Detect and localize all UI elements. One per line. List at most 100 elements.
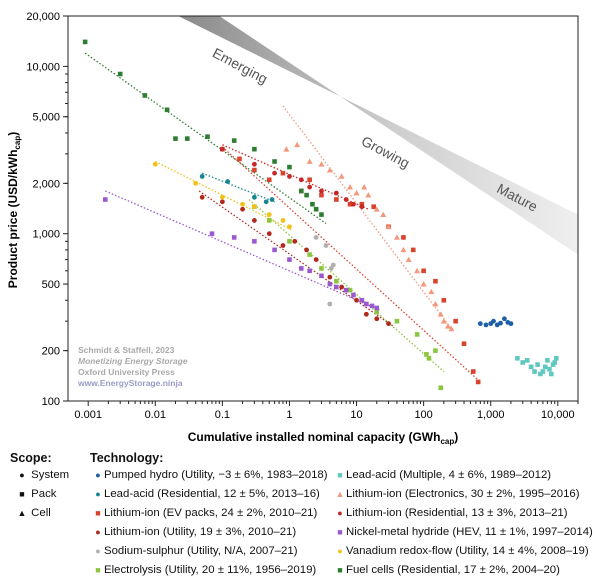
data-point bbox=[323, 243, 329, 248]
data-point bbox=[470, 369, 476, 374]
triangle-icon: ▲ bbox=[17, 508, 27, 518]
x-tick-label: 1 bbox=[286, 409, 292, 421]
legend-label: Lead-acid (Residential, 12 ± 5%, 2013–16… bbox=[104, 488, 320, 500]
data-point bbox=[365, 192, 372, 198]
data-point bbox=[326, 167, 333, 173]
data-point bbox=[347, 201, 353, 207]
maturity-band-shape bbox=[178, 16, 578, 255]
legend-item: ● Lead-acid (Residential, 12 ± 5%, 2013–1… bbox=[92, 488, 320, 500]
legend-item: ■ Lead-acid (Multiple, 4 ± 6%, 1989–2012) bbox=[334, 469, 551, 481]
x-tick-label: 0.1 bbox=[215, 409, 230, 421]
data-point bbox=[307, 268, 312, 274]
data-point bbox=[272, 247, 277, 253]
data-point bbox=[266, 212, 272, 218]
scope-item-pack: ■ Pack bbox=[16, 488, 56, 500]
data-point bbox=[380, 211, 387, 218]
legend-marker-icon: ■ bbox=[337, 527, 343, 537]
legend-marker-icon: ● bbox=[337, 546, 343, 556]
data-point bbox=[193, 180, 199, 186]
data-point bbox=[400, 246, 407, 253]
data-point bbox=[272, 170, 277, 176]
data-point bbox=[231, 235, 237, 240]
data-point bbox=[359, 204, 365, 210]
data-point bbox=[327, 281, 333, 287]
data-point bbox=[354, 297, 359, 303]
data-point bbox=[164, 107, 170, 113]
legend-label: Lithium-ion (Residential, 13 ± 3%, 2013–… bbox=[346, 507, 568, 519]
data-point bbox=[319, 192, 324, 198]
data-point bbox=[327, 274, 333, 280]
x-tick-label: 10,000 bbox=[541, 409, 575, 421]
data-point bbox=[307, 177, 312, 183]
data-point bbox=[287, 224, 292, 230]
data-point bbox=[310, 201, 315, 207]
legend-item: ■ Fuel cells (Residential, 17 ± 2%, 2004–… bbox=[334, 564, 560, 576]
data-point bbox=[252, 167, 257, 173]
data-point bbox=[448, 325, 455, 332]
legend-label: Lead-acid (Multiple, 4 ± 6%, 1989–2012) bbox=[346, 469, 552, 481]
data-point bbox=[313, 206, 319, 212]
trend-line bbox=[105, 190, 380, 311]
data-point bbox=[343, 197, 349, 202]
data-point bbox=[240, 206, 245, 212]
data-point bbox=[219, 199, 225, 205]
legend-item: ● Sodium-sulphur (Utility, N/A, 2007–21) bbox=[92, 545, 297, 557]
scope-label: Cell bbox=[31, 507, 51, 519]
data-point bbox=[82, 39, 88, 45]
data-point bbox=[437, 311, 444, 317]
legend-item: ● Vanadium redox-flow (Utility, 14 ± 4%, … bbox=[334, 545, 588, 557]
data-point bbox=[287, 173, 292, 179]
data-point bbox=[287, 239, 292, 244]
data-point bbox=[410, 247, 416, 253]
data-point bbox=[219, 194, 225, 200]
data-point bbox=[414, 267, 421, 274]
data-point bbox=[252, 146, 257, 152]
data-point bbox=[433, 278, 438, 284]
trend-line bbox=[198, 190, 394, 327]
data-point bbox=[547, 366, 552, 372]
data-point bbox=[532, 369, 537, 374]
data-point bbox=[351, 292, 356, 298]
data-point bbox=[502, 316, 507, 322]
legend-label: Pumped hydro (Utility, −3 ± 6%, 1983–201… bbox=[104, 469, 328, 481]
y-tick-label: 1,000 bbox=[32, 229, 60, 241]
x-tick-label: 1,000 bbox=[477, 409, 505, 421]
trend-line bbox=[154, 160, 293, 231]
data-point bbox=[283, 146, 290, 152]
data-point bbox=[152, 161, 158, 167]
plot-border bbox=[67, 15, 579, 402]
data-point bbox=[231, 138, 237, 143]
data-point bbox=[318, 161, 325, 167]
data-point bbox=[306, 158, 313, 164]
legend-label: Lithium-ion (Electronics, 30 ± 2%, 1995–… bbox=[346, 488, 580, 500]
y-tick-label: 2,000 bbox=[32, 178, 60, 190]
data-point bbox=[538, 371, 543, 377]
x-tick-label: 100 bbox=[414, 409, 432, 421]
data-point bbox=[347, 184, 354, 190]
axes: 0.001 0.01 0.1 1 10 100 1,000 10,000 100 200 500 1,… bbox=[26, 11, 579, 421]
data-point bbox=[252, 239, 257, 244]
trend-line bbox=[221, 146, 481, 383]
x-tick-label: 10 bbox=[350, 409, 362, 421]
data-point bbox=[524, 358, 530, 363]
source-line-3: Oxford University Press bbox=[78, 367, 175, 377]
data-point bbox=[385, 223, 392, 230]
source-line-1: Schmidt & Staffell, 2023 bbox=[78, 345, 175, 355]
source-line-4: www.EnergyStorage.ninja bbox=[77, 378, 183, 388]
legend-label: Fuel cells (Residential, 17 ± 2%, 2004–2… bbox=[346, 564, 560, 576]
data-point bbox=[199, 194, 205, 200]
scope-item-cell: ▲ Cell bbox=[16, 507, 51, 519]
y-tick-label: 10,000 bbox=[26, 61, 60, 73]
legend-item: ▲ Lithium-ion (Electronics, 30 ± 2%, 1995… bbox=[334, 488, 580, 500]
data-point bbox=[477, 321, 483, 327]
data-point bbox=[554, 355, 559, 361]
data-point bbox=[307, 252, 312, 257]
data-point bbox=[298, 188, 304, 194]
data-point bbox=[475, 379, 481, 385]
legend-marker-icon: ● bbox=[95, 489, 101, 499]
data-point bbox=[304, 192, 309, 198]
data-point bbox=[393, 234, 400, 240]
data-point bbox=[515, 355, 520, 361]
legend-label: Lithium-ion (Utility, 19 ± 3%, 2010–21) bbox=[104, 526, 297, 538]
